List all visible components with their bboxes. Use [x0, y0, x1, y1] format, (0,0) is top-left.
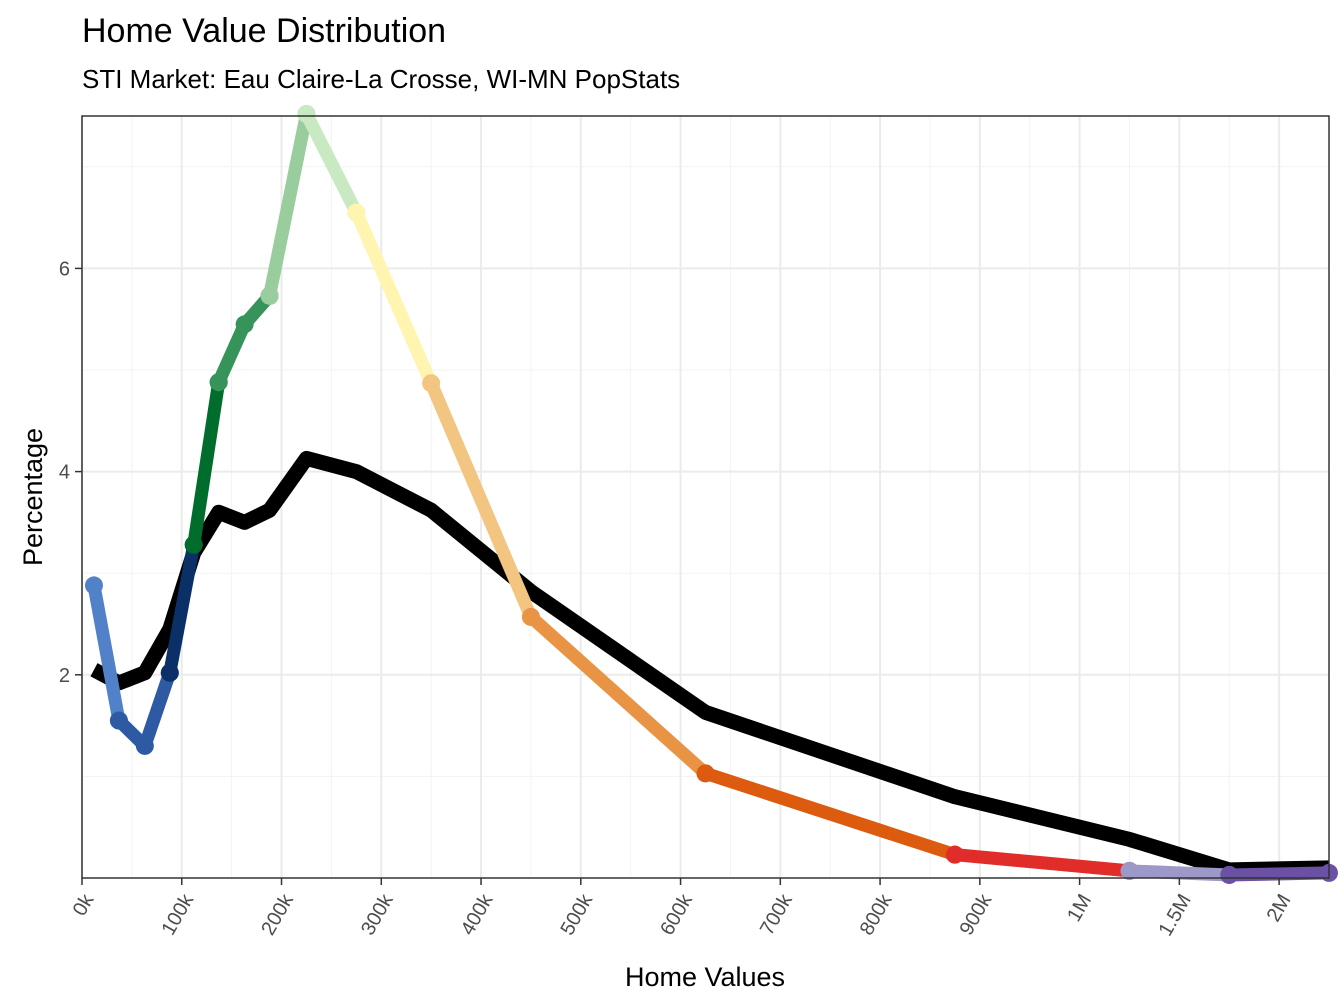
series-layer — [84, 104, 1338, 884]
series-point-7 — [297, 104, 316, 123]
x-tick-label: 800k — [856, 890, 897, 939]
series-point-5 — [235, 315, 254, 334]
series-line-7 — [300, 111, 363, 216]
x-tick-label: 900k — [956, 890, 997, 939]
series-point-12 — [945, 845, 964, 864]
plot-border — [81, 115, 1330, 879]
x-tick-label: 2M — [1263, 891, 1296, 926]
series-line-6 — [263, 112, 313, 298]
series-point-10 — [521, 607, 540, 626]
major-gridlines — [81, 116, 1329, 878]
x-axis-title: Home Values — [625, 962, 785, 992]
series-point-3 — [160, 663, 179, 682]
series-line-10 — [526, 612, 710, 779]
series-point-14 — [1220, 865, 1239, 884]
x-tick-label: 400k — [457, 890, 498, 939]
series-line-3 — [163, 543, 201, 674]
series-line-0 — [90, 450, 1330, 878]
plot-background — [82, 116, 1329, 878]
series-point-13 — [1120, 861, 1139, 880]
series-point-4 — [184, 535, 203, 554]
series-line-1 — [87, 584, 126, 722]
series-point-8 — [347, 203, 366, 222]
series-point-9 — [422, 374, 441, 393]
series-line-13 — [1129, 864, 1230, 882]
series-line-14 — [1229, 866, 1330, 882]
y-tick-label: 2 — [59, 665, 70, 687]
series-point-1 — [84, 576, 103, 595]
y-axis-title: Percentage — [18, 428, 48, 566]
series-point-2 — [135, 736, 154, 755]
x-tick-label: 700k — [756, 890, 797, 939]
series-line-8 — [350, 209, 438, 386]
y-axis: 2 4 6 — [59, 258, 82, 687]
series-point-6 — [260, 286, 279, 305]
x-tick-label: 300k — [357, 890, 398, 939]
x-axis: 0k 100k 200k 300k 400k 500k 600k 700k 800k 900k 1M… — [69, 878, 1296, 940]
series-line-4 — [187, 381, 226, 546]
x-tick-label: 0k — [69, 890, 99, 920]
x-tick-label: 200k — [257, 890, 298, 939]
chart-subtitle: STI Market: Eau Claire-La Crosse, WI-MN … — [82, 64, 681, 94]
series-line-9 — [425, 380, 537, 620]
x-tick-label: 500k — [557, 890, 598, 939]
x-tick-label: 1M — [1063, 891, 1096, 926]
x-tick-label: 600k — [656, 890, 697, 939]
series-point-11 — [696, 764, 715, 783]
series-point-2 — [109, 711, 128, 730]
series-line-12 — [954, 848, 1131, 878]
series-point-5 — [209, 373, 228, 392]
x-tick-label: 100k — [157, 890, 198, 939]
series-line-11 — [703, 767, 957, 861]
x-tick-label: 1.5M — [1155, 891, 1196, 941]
chart-title: Home Value Distribution — [82, 12, 447, 50]
y-tick-label: 4 — [59, 462, 70, 484]
y-tick-label: 6 — [59, 258, 70, 280]
